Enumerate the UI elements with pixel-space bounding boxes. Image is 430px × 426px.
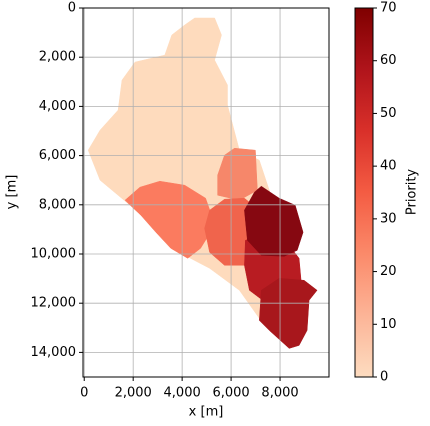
priority-region	[217, 147, 258, 201]
x-tick-label: 2,000	[115, 386, 152, 401]
y-axis-label: y [m]	[5, 175, 20, 210]
colorbar-tick-label: 10	[380, 317, 397, 332]
colorbar	[354, 7, 374, 378]
colorbar-tick-label: 50	[380, 106, 397, 121]
colorbar-tick-label: 20	[380, 264, 397, 279]
colorbar-label: Priority	[405, 169, 420, 216]
y-tick-label: 2,000	[39, 50, 76, 65]
x-tick-label: 6,000	[212, 386, 249, 401]
y-tick-label: 4,000	[39, 99, 76, 114]
x-tick-label: 0	[80, 386, 88, 401]
y-tick-label: 10,000	[31, 247, 77, 262]
colorbar-tick-label: 70	[380, 1, 397, 16]
y-tick-label: 0	[68, 1, 76, 16]
x-tick-label: 8,000	[261, 386, 298, 401]
y-tick-label: 12,000	[31, 296, 77, 311]
x-tick-label: 4,000	[164, 386, 201, 401]
x-axis-label: x [m]	[189, 405, 224, 420]
colorbar-tick-label: 0	[380, 370, 388, 385]
y-tick-label: 8,000	[39, 197, 76, 212]
priority-region	[259, 278, 318, 349]
y-tick-label: 6,000	[39, 148, 76, 163]
y-tick-label: 14,000	[31, 345, 77, 360]
colorbar-tick-label: 60	[380, 53, 397, 68]
colorbar-tick-label: 30	[380, 211, 397, 226]
priority-region	[244, 185, 304, 257]
colorbar-tick-label: 40	[380, 159, 397, 174]
plot-frame	[82, 7, 330, 378]
